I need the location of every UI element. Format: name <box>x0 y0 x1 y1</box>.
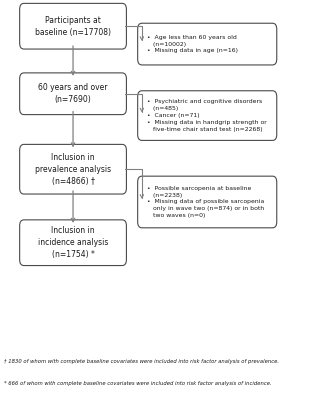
FancyBboxPatch shape <box>138 176 277 228</box>
FancyBboxPatch shape <box>138 91 277 140</box>
Text: •  Psychiatric and cognitive disorders
   (n=485)
•  Cancer (n=71)
•  Missing da: • Psychiatric and cognitive disorders (n… <box>148 100 267 132</box>
Text: * 666 of whom with complete baseline covariates were included into risk factor a: * 666 of whom with complete baseline cov… <box>4 381 272 386</box>
FancyBboxPatch shape <box>138 23 277 65</box>
Text: Participants at
baseline (n=17708): Participants at baseline (n=17708) <box>35 16 111 37</box>
FancyBboxPatch shape <box>20 144 126 194</box>
FancyBboxPatch shape <box>20 73 126 114</box>
Text: Inclusion in
incidence analysis
(n=1754) *: Inclusion in incidence analysis (n=1754)… <box>38 226 108 259</box>
FancyBboxPatch shape <box>20 3 126 49</box>
FancyBboxPatch shape <box>20 220 126 266</box>
Text: † 1830 of whom with complete baseline covariates were included into risk factor : † 1830 of whom with complete baseline co… <box>4 359 279 364</box>
Text: 60 years and over
(n=7690): 60 years and over (n=7690) <box>38 83 108 104</box>
Text: Inclusion in
prevalence analysis
(n=4866) †: Inclusion in prevalence analysis (n=4866… <box>35 153 111 186</box>
Text: •  Age less than 60 years old
   (n=10002)
•  Missing data in age (n=16): • Age less than 60 years old (n=10002) •… <box>148 35 238 53</box>
Text: •  Possible sarcopenia at baseline
   (n=2238)
•  Missing data of possible sarco: • Possible sarcopenia at baseline (n=223… <box>148 186 265 218</box>
